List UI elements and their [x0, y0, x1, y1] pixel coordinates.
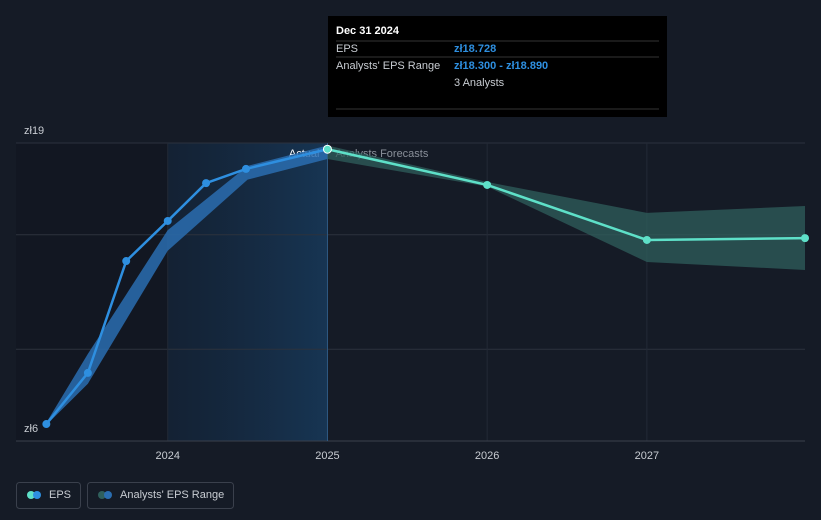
- eps-point: [122, 257, 131, 266]
- legend-label: Analysts' EPS Range: [120, 489, 224, 501]
- eps-line: [327, 148, 806, 242]
- tooltip-label: Analysts' EPS Range: [336, 60, 440, 72]
- x-tick-label: 2025: [315, 450, 339, 462]
- eps-point: [241, 164, 250, 173]
- range-band: [46, 145, 328, 425]
- eps-point: [483, 180, 492, 189]
- x-tick-label: 2024: [155, 450, 179, 462]
- tooltip: Dec 31 2024 EPS zł18.728 Analysts' EPS R…: [328, 16, 667, 117]
- y-tick-label: zł6: [24, 423, 38, 435]
- eps-point: [642, 235, 651, 244]
- legend-swatch: [27, 491, 35, 499]
- x-tick-label: 2026: [475, 450, 499, 462]
- legend-swatch: [98, 491, 106, 499]
- tooltip-label: EPS: [336, 43, 358, 55]
- eps-point: [42, 420, 51, 429]
- legend: EPS Analysts' EPS Range: [16, 482, 234, 509]
- tooltip-box: [328, 16, 667, 117]
- legend-label: EPS: [49, 489, 71, 501]
- eps-point: [801, 234, 809, 243]
- legend-swatch: [33, 491, 41, 499]
- tooltip-value: 3 Analysts: [454, 77, 505, 89]
- x-tick-label: 2027: [635, 450, 659, 462]
- tooltip-value: zł18.728: [454, 43, 496, 55]
- eps-point: [83, 368, 92, 377]
- eps-point: [202, 179, 211, 188]
- legend-swatch: [104, 491, 112, 499]
- eps-point: [163, 216, 172, 225]
- eps-point: [322, 144, 332, 154]
- y-tick-label: zł19: [24, 125, 44, 137]
- tooltip-value: zł18.300 - zł18.890: [454, 60, 548, 72]
- legend-item[interactable]: [87, 482, 234, 509]
- history-region: [16, 143, 168, 441]
- legend-item[interactable]: [16, 482, 81, 509]
- tooltip-date: Dec 31 2024: [336, 25, 400, 37]
- highlight-region: [167, 143, 328, 441]
